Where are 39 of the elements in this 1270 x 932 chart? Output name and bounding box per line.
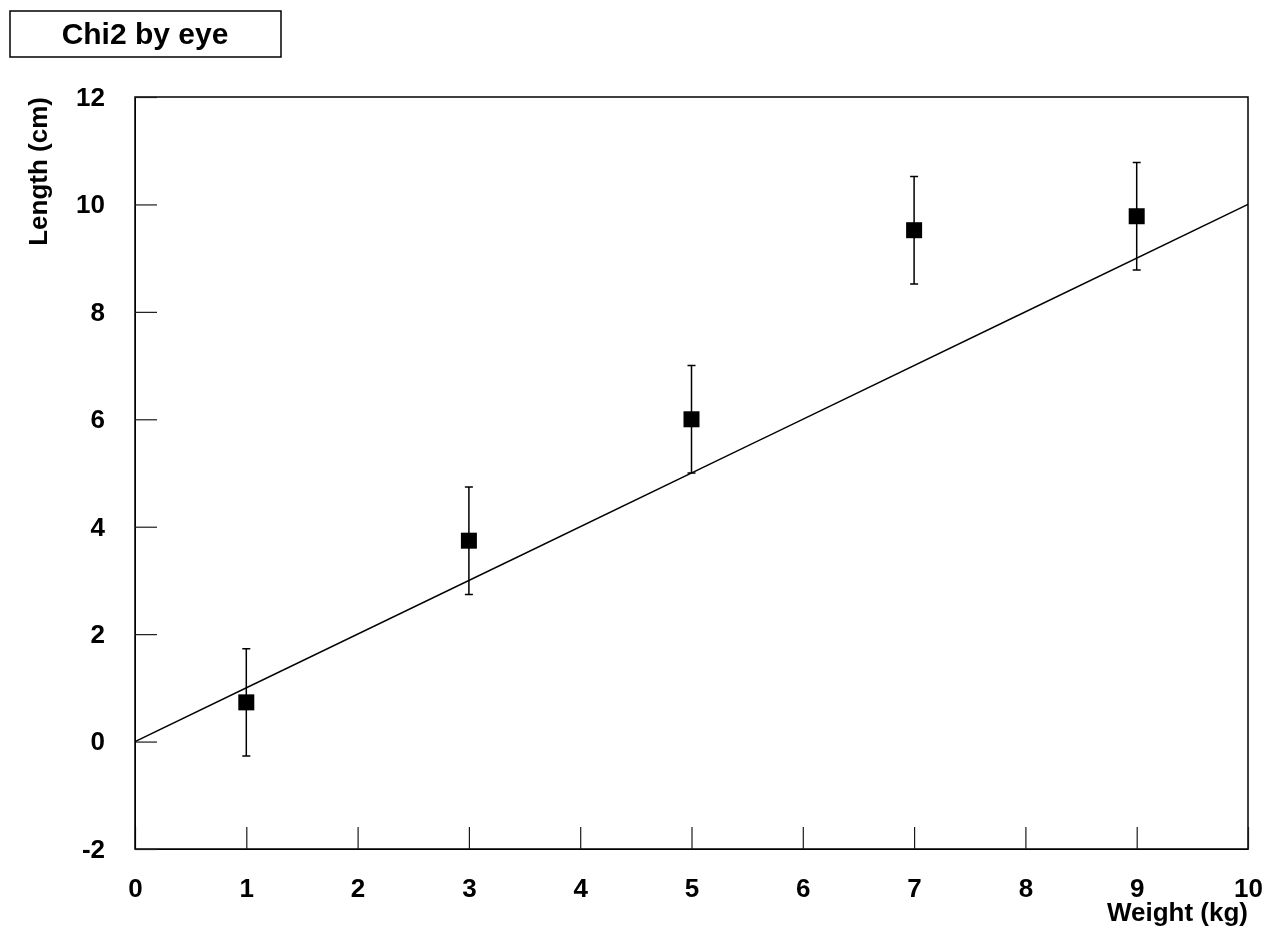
axis-tick: 8	[90, 296, 158, 327]
x-tick-label: 5	[684, 873, 700, 904]
y-tick-label: 0	[90, 726, 105, 757]
x-tick-label: 2	[350, 873, 366, 904]
axis-tick: 4	[573, 826, 588, 904]
x-tick-label: 1	[239, 873, 255, 904]
x-tick-label: 0	[128, 873, 143, 904]
point	[460, 532, 477, 549]
axis-tick: 1	[239, 826, 255, 904]
axis-tick: 6	[90, 404, 158, 435]
axis-tick: 5	[684, 826, 700, 904]
axis-tick: 7	[907, 826, 922, 904]
y-tick-label: 6	[90, 404, 105, 435]
axis-tick: 6	[796, 826, 811, 904]
point	[238, 694, 255, 711]
point	[683, 411, 700, 428]
axis-tick: 2	[350, 826, 366, 904]
point	[1128, 208, 1145, 225]
axis-tick: 8	[1018, 826, 1034, 904]
y-tick-label: 12	[76, 81, 105, 112]
axis-tick: 0	[90, 726, 158, 757]
chart-title: Chi2 by eye	[61, 17, 229, 50]
axis-tick: 4	[90, 511, 158, 542]
axis-tick: 10	[76, 189, 158, 220]
point	[906, 222, 923, 239]
y-tick-label: -2	[81, 833, 105, 864]
y-tick-label: 2	[90, 618, 105, 649]
x-tick-label: 6	[796, 873, 811, 904]
x-tick-label: 3	[462, 873, 477, 904]
axis-tick: 12	[76, 81, 158, 112]
y-tick-label: 4	[90, 511, 106, 542]
x-tick-label: 8	[1018, 873, 1034, 904]
y-tick-label: 10	[76, 189, 105, 220]
y-axis-title: Length (cm)	[23, 97, 53, 246]
axis-tick: 2	[90, 618, 158, 649]
x-tick-label: 4	[573, 873, 589, 904]
x-tick-label: 7	[907, 873, 922, 904]
y-tick-label: 8	[90, 296, 105, 327]
axis-tick: 3	[462, 826, 477, 904]
